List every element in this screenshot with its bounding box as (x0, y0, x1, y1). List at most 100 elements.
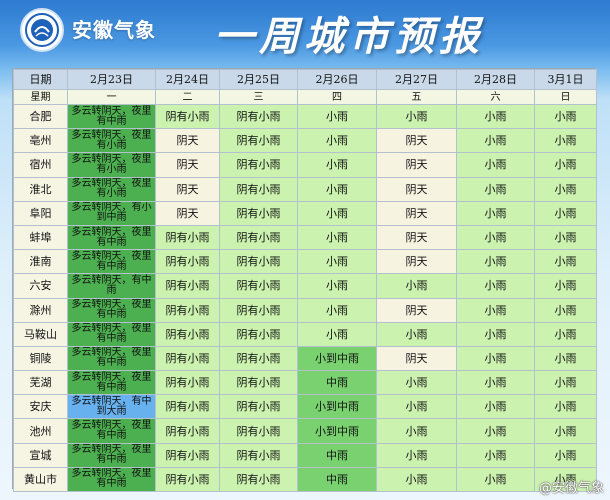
forecast-cell: 小雨 (376, 442, 457, 468)
forecast-cell: 阴有小雨 (155, 273, 220, 299)
forecast-cell: 阴有小雨 (155, 466, 220, 493)
table-row: 安庆 多云转阴天，有中到大雨 阴有小雨 阴有小雨 小到中雨 小雨 小雨 小雨 (13, 394, 597, 420)
watermark: @安徽气象 (538, 481, 604, 496)
table-row: 滁州 多云转阴天，夜里有中雨 阴有小雨 阴有小雨 小雨 阴天 小雨 小雨 (13, 297, 597, 323)
forecast-cell: 小雨 (376, 418, 457, 444)
forecast-cell: 阴有小雨 (219, 224, 298, 251)
date-header-cell: 2月23日 (67, 69, 156, 90)
forecast-cell: 小雨 (297, 321, 377, 347)
forecast-cell: 小雨 (456, 103, 535, 130)
forecast-cell: 阴有小雨 (219, 152, 298, 178)
forecast-cell: 小雨 (297, 249, 377, 275)
forecast-cell: 小雨 (297, 297, 377, 323)
forecast-cell: 阴有小雨 (155, 224, 220, 251)
forecast-cell: 小雨 (297, 103, 377, 130)
forecast-cell: 小雨 (297, 224, 377, 251)
forecast-cell: 阴有小雨 (219, 128, 298, 154)
date-label: 日期 (13, 69, 68, 90)
forecast-cell: 小雨 (456, 224, 535, 251)
forecast-cell: 小雨 (456, 370, 535, 396)
forecast-cell: 阴有小雨 (219, 394, 298, 420)
forecast-cell: 阴有小雨 (219, 297, 298, 323)
forecast-cell: 阴天 (376, 249, 457, 275)
forecast-cell: 小雨 (534, 200, 597, 226)
weekday-cell: 六 (456, 89, 535, 105)
forecast-cell: 小雨 (456, 418, 535, 444)
forecast-cell: 多云转阴天，夜里有中雨 (67, 370, 156, 396)
forecast-cell: 阴有小雨 (155, 418, 220, 444)
weekday-cell: 三 (219, 89, 298, 105)
city-name-cell: 宣城 (13, 442, 68, 468)
forecast-cell: 小雨 (534, 418, 597, 444)
brand-name: 安徽气象 (72, 18, 156, 42)
forecast-cell: 小雨 (456, 128, 535, 154)
date-header-cell: 2月26日 (297, 69, 377, 90)
forecast-cell: 阴有小雨 (155, 394, 220, 420)
weekday-cell: 一 (67, 89, 156, 105)
forecast-cell: 阴有小雨 (155, 249, 220, 275)
forecast-cell: 阴有小雨 (219, 273, 298, 299)
table-row: 阜阳 多云转阴天，有小到中雨 阴天 阴有小雨 小雨 阴天 小雨 小雨 (13, 200, 597, 226)
table-row: 池州 多云转阴天，夜里有中雨 阴有小雨 阴有小雨 小到中雨 小雨 小雨 小雨 (13, 418, 597, 444)
forecast-cell: 阴有小雨 (155, 321, 220, 347)
forecast-cell: 多云转阴天，有中雨 (67, 273, 156, 299)
forecast-cell: 小雨 (297, 176, 377, 202)
forecast-cell: 阴有小雨 (155, 370, 220, 396)
city-name-cell: 阜阳 (13, 200, 68, 226)
forecast-cell: 多云转阴天，夜里有中雨 (67, 249, 156, 275)
forecast-cell: 小雨 (456, 176, 535, 202)
forecast-cell: 多云转阴天，夜里有小雨 (67, 152, 156, 178)
forecast-cell: 小雨 (297, 200, 377, 226)
city-name-cell: 安庆 (13, 394, 68, 420)
table-row: 合肥 多云转阴天，夜里有中雨 阴有小雨 阴有小雨 小雨 小雨 小雨 小雨 (13, 103, 597, 130)
forecast-cell: 阴天 (376, 345, 457, 372)
forecast-cell: 小到中雨 (297, 394, 377, 420)
forecast-cell: 阴天 (376, 152, 457, 178)
date-header-cell: 2月24日 (155, 69, 220, 90)
forecast-cell: 阴有小雨 (219, 442, 298, 468)
forecast-cell: 中雨 (297, 442, 377, 468)
forecast-cell: 阴有小雨 (219, 249, 298, 275)
forecast-cell: 阴有小雨 (155, 442, 220, 468)
forecast-cell: 阴有小雨 (155, 345, 220, 372)
forecast-cell: 小雨 (456, 321, 535, 347)
forecast-table-body: 日期 2月23日 2月24日 2月25日 2月26日 2月27日 2月28日 3月1日 星期一二… (13, 69, 597, 493)
forecast-cell: 阴天 (376, 200, 457, 226)
table-row: 亳州 多云转阴天，夜里有小雨 阴天 阴有小雨 小雨 阴天 小雨 小雨 (13, 128, 597, 154)
city-name-cell: 淮南 (13, 249, 68, 275)
forecast-cell: 小雨 (456, 152, 535, 178)
forecast-cell: 小雨 (534, 152, 597, 178)
date-header-row: 日期 2月23日 2月24日 2月25日 2月26日 2月27日 2月28日 3月1日 (13, 69, 597, 90)
city-name-cell: 宿州 (13, 152, 68, 178)
city-name-cell: 池州 (13, 418, 68, 444)
city-name-cell: 黄山市 (13, 466, 68, 493)
forecast-cell: 小雨 (376, 321, 457, 347)
forecast-cell: 多云转阴天，夜里有中雨 (67, 345, 156, 372)
table-row: 宿州 多云转阴天，夜里有小雨 阴天 阴有小雨 小雨 阴天 小雨 小雨 (13, 152, 597, 178)
forecast-cell: 阴有小雨 (219, 321, 298, 347)
forecast-cell: 小雨 (534, 442, 597, 468)
forecast-cell: 小雨 (534, 466, 597, 493)
forecast-cell: 阴有小雨 (219, 176, 298, 202)
forecast-cell: 小雨 (297, 273, 377, 299)
week-label: 星期 (13, 89, 68, 105)
weekday-row: 星期一二三四五六日 (13, 89, 597, 105)
weekday-cell: 四 (297, 89, 377, 105)
forecast-cell: 阴有小雨 (219, 103, 298, 130)
forecast-cell: 中雨 (297, 466, 377, 493)
forecast-cell: 小雨 (456, 466, 535, 493)
forecast-cell: 阴有小雨 (219, 200, 298, 226)
city-name-cell: 合肥 (13, 103, 68, 130)
forecast-cell: 小雨 (376, 370, 457, 396)
forecast-cell: 阴有小雨 (155, 103, 220, 130)
forecast-cell: 小雨 (456, 200, 535, 226)
forecast-cell: 多云转阴天，有小到中雨 (67, 200, 156, 226)
forecast-cell: 小雨 (456, 249, 535, 275)
forecast-cell: 小雨 (297, 152, 377, 178)
city-name-cell: 马鞍山 (13, 321, 68, 347)
forecast-table-container: 日期 2月23日 2月24日 2月25日 2月26日 2月27日 2月28日 3月1日 星期一二… (12, 68, 597, 493)
forecast-cell: 阴有小雨 (219, 345, 298, 372)
forecast-cell: 阴天 (155, 176, 220, 202)
city-name-cell: 芜湖 (13, 370, 68, 396)
weekday-cell: 五 (376, 89, 457, 105)
